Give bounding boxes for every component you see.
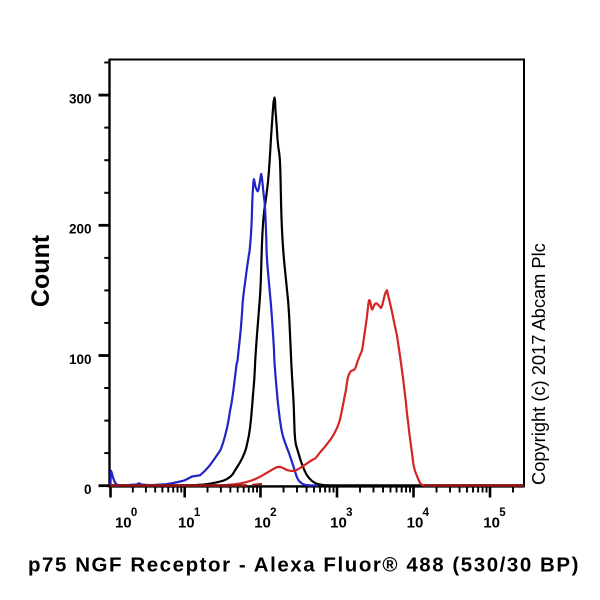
svg-text:300: 300 [69,91,92,106]
svg-text:10: 10 [254,515,271,532]
svg-text:4: 4 [423,507,430,519]
svg-text:2: 2 [270,507,276,519]
svg-text:p75 NGF Receptor - Alexa Fluor: p75 NGF Receptor - Alexa Fluor® 488 (530… [28,554,580,577]
svg-text:200: 200 [69,222,92,237]
svg-text:100: 100 [69,352,92,367]
svg-text:1: 1 [194,507,201,519]
svg-text:3: 3 [346,507,352,519]
svg-text:5: 5 [499,507,506,519]
svg-text:Count: Count [27,234,55,307]
svg-text:10: 10 [483,515,500,532]
svg-text:0: 0 [131,507,137,519]
svg-text:0: 0 [84,482,92,497]
svg-text:10: 10 [178,515,195,532]
svg-text:10: 10 [115,515,132,532]
svg-text:10: 10 [330,515,347,532]
svg-text:10: 10 [407,515,424,532]
svg-text:Copyright (c) 2017 Abcam Plc: Copyright (c) 2017 Abcam Plc [528,243,549,485]
